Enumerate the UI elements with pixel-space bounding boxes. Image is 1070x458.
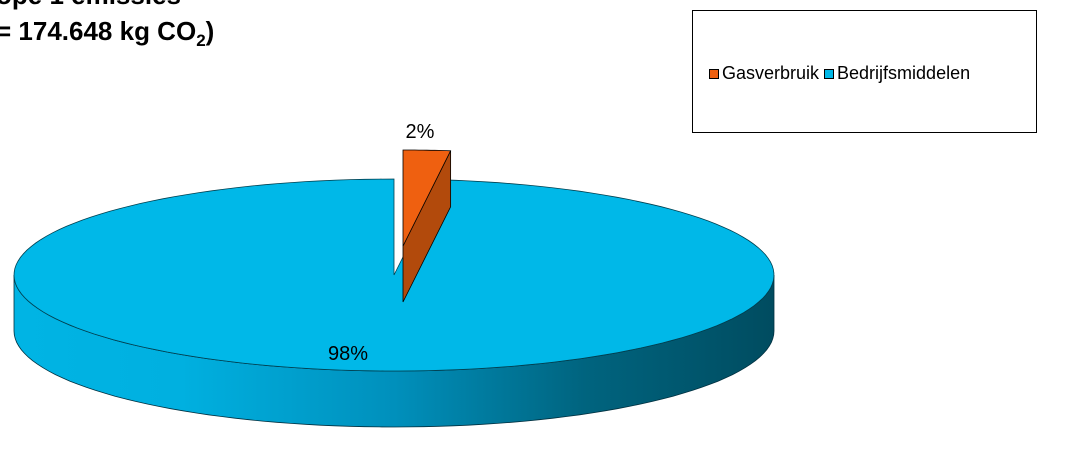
chart-legend: Gasverbruik Bedrijfsmiddelen — [692, 10, 1037, 133]
pie-slices — [13, 149, 775, 428]
chart-title-subscript: 2 — [196, 30, 206, 50]
legend-swatch-gasverbruik — [709, 68, 719, 79]
legend-row: Gasverbruik Bedrijfsmiddelen — [709, 63, 975, 84]
data-label-gasverbruik: 2% — [406, 121, 435, 143]
data-label-bedrijfsmiddelen: 98% — [328, 343, 368, 365]
chart-title-line2: = 174.648 kg CO2) — [0, 14, 214, 52]
legend-item-bedrijfsmiddelen: Bedrijfsmiddelen — [824, 63, 970, 84]
legend-label-gasverbruik: Gasverbruik — [722, 63, 820, 83]
legend-item-gasverbruik: Gasverbruik — [709, 63, 819, 84]
slice-top-gasverbruik — [402, 149, 452, 247]
chart-title-line2-main: = 174.648 kg CO — [0, 15, 197, 46]
legend-swatch-bedrijfsmiddelen — [824, 68, 835, 79]
chart-title-line1: ope 1 emissies — [0, 0, 214, 14]
chart-title-line2-end: ) — [205, 15, 215, 46]
slice-top-bedrijfsmiddelen — [13, 178, 775, 372]
legend-label-bedrijfsmiddelen: Bedrijfsmiddelen — [837, 63, 971, 83]
chart-title: ope 1 emissies = 174.648 kg CO2) — [0, 0, 214, 52]
